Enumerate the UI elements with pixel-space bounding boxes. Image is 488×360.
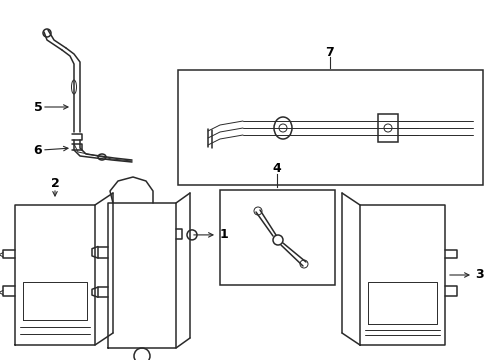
Text: 3: 3 [474, 269, 482, 282]
Text: 6: 6 [34, 144, 42, 157]
Bar [220, 190, 334, 285]
Bar [178, 70, 482, 185]
Text: 7: 7 [325, 45, 334, 59]
Text: 1: 1 [219, 228, 228, 242]
Text: 5: 5 [34, 100, 42, 113]
Text: 2: 2 [51, 176, 59, 189]
Bar [377, 114, 397, 142]
Text: 4: 4 [272, 162, 281, 175]
